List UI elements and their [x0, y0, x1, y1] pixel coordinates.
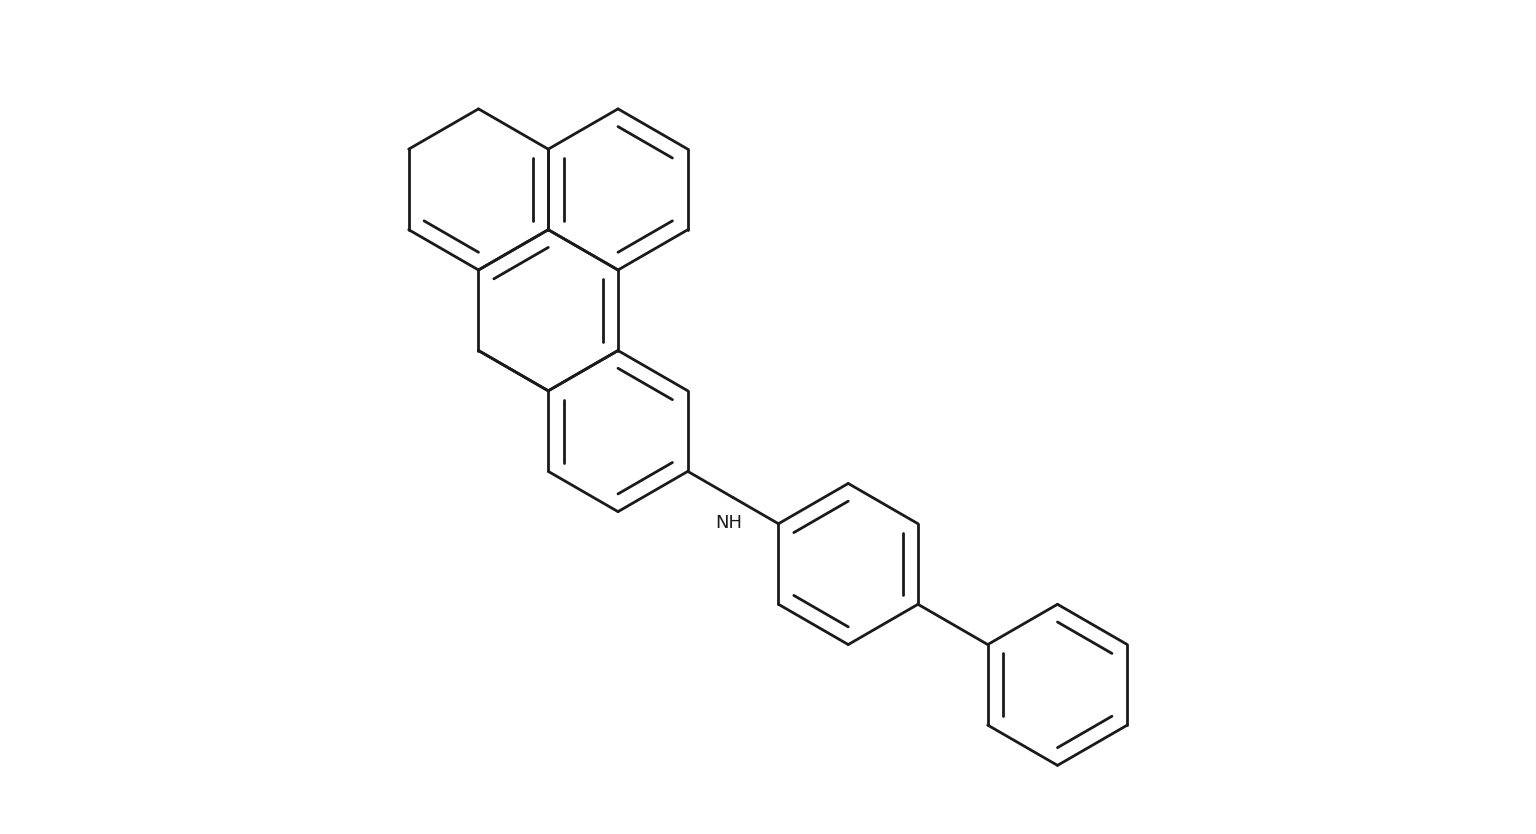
Text: NH: NH [716, 515, 742, 532]
